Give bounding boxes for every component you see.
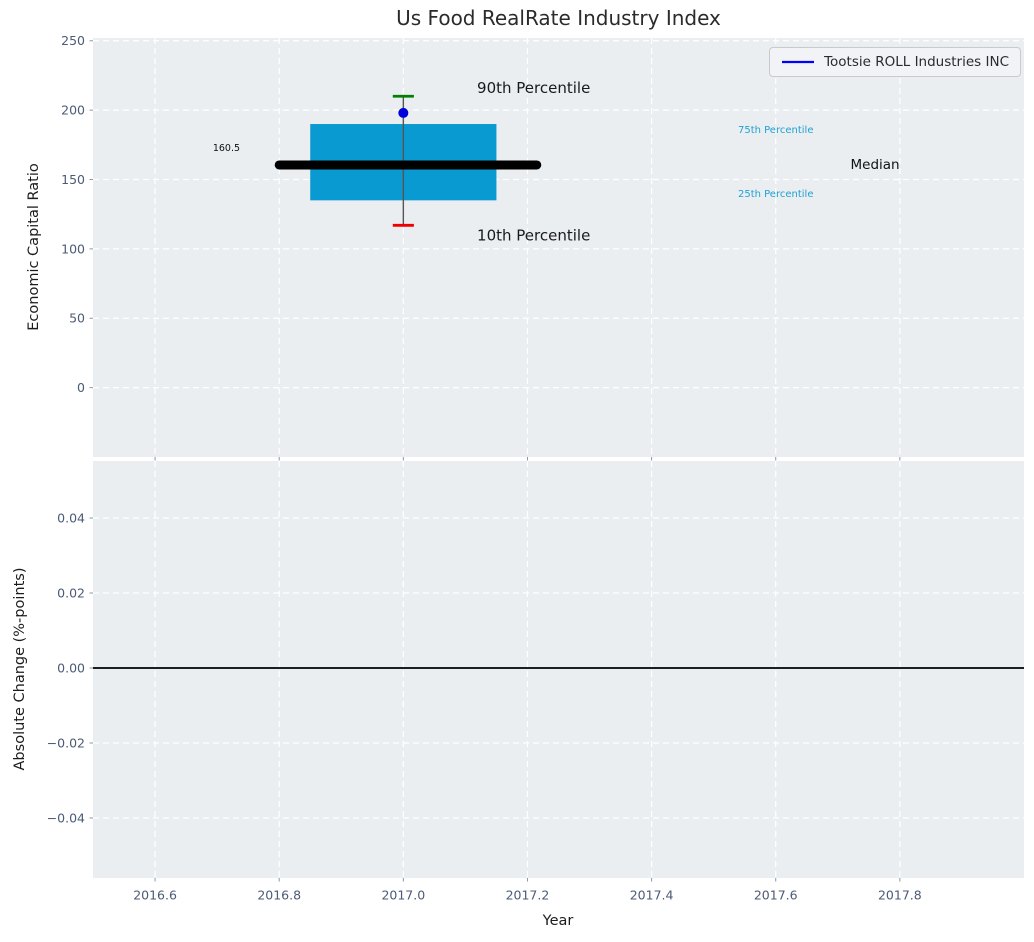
legend: Tootsie ROLL Industries INC <box>769 47 1021 77</box>
x-tick-label: 2017.6 <box>754 887 798 902</box>
plot-area-top <box>93 38 1024 457</box>
company-marker <box>398 107 409 118</box>
x-axis-label: Year <box>542 913 574 929</box>
y-tick-label: 0.00 <box>57 660 85 675</box>
y-tick-label: 100 <box>61 241 85 256</box>
y-tick-label: −0.02 <box>47 735 85 750</box>
y-tick-label: 0.04 <box>57 510 85 525</box>
annotation-median: Median <box>850 157 899 173</box>
y-tick-label: −0.04 <box>47 810 85 825</box>
y-tick-label: 200 <box>61 103 85 118</box>
x-tick-label: 2016.8 <box>257 887 301 902</box>
x-tick-label: 2017.4 <box>630 887 674 902</box>
chart-title: Us Food RealRate Industry Index <box>396 6 721 30</box>
annotation-75th-percentile: 75th Percentile <box>738 125 814 136</box>
y-tick-label: 50 <box>69 311 85 326</box>
y-tick-label: 0.02 <box>57 585 85 600</box>
y-tick-label: 150 <box>61 172 85 187</box>
x-tick-label: 2016.6 <box>133 887 177 902</box>
annotation-90th-percentile: 90th Percentile <box>477 79 590 97</box>
x-tick-label: 2017.2 <box>506 887 550 902</box>
x-tick-label: 2017.8 <box>878 887 922 902</box>
legend-label: Tootsie ROLL Industries INC <box>824 54 1009 70</box>
plot-area-bottom <box>93 461 1024 878</box>
y-tick-label: 0 <box>77 380 85 395</box>
x-tick-label: 2017.0 <box>381 887 425 902</box>
y-tick-label: 250 <box>61 33 85 48</box>
annotation-160-5: 160.5 <box>213 143 240 154</box>
annotation-10th-percentile: 10th Percentile <box>477 226 590 244</box>
annotation-25th-percentile: 25th Percentile <box>738 189 814 200</box>
legend-line-sample <box>782 60 815 64</box>
